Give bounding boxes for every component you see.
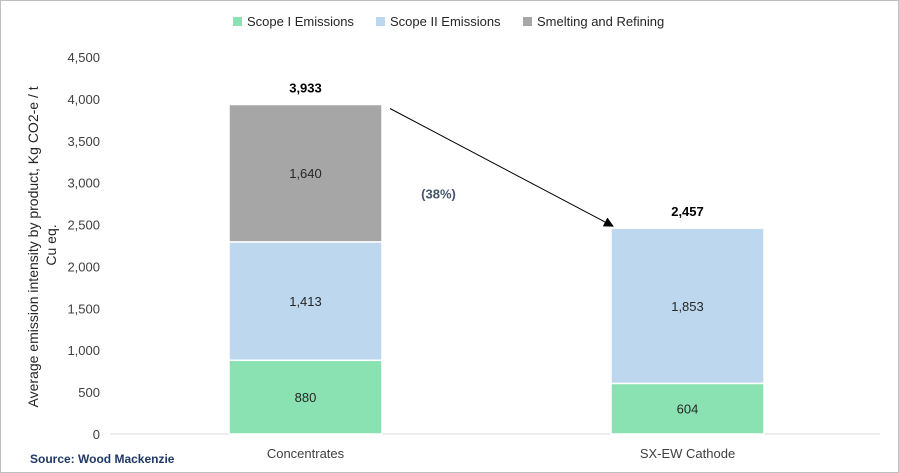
bar-total-label: 2,457 <box>671 204 704 219</box>
change-arrow <box>389 108 614 227</box>
legend-swatch <box>523 17 532 26</box>
y-tick-label: 1,000 <box>67 343 100 358</box>
legend-swatch <box>233 17 242 26</box>
bar-data-label: 1,640 <box>289 166 322 181</box>
y-axis-label-line-1: Average emission intensity by product, K… <box>25 86 41 407</box>
bar-segment <box>228 103 383 243</box>
bar-segment <box>610 382 765 435</box>
y-tick-label: 500 <box>78 385 100 400</box>
x-tick-label: SX-EW Cathode <box>640 446 735 461</box>
bar-data-label: 880 <box>295 390 317 405</box>
y-axis-label: Average emission intensity by product, K… <box>25 82 59 407</box>
bar-data-label: 604 <box>677 402 699 417</box>
bar-data-label: 1,413 <box>289 294 322 309</box>
bar-total-label: 3,933 <box>289 81 322 96</box>
legend-label: Scope II Emissions <box>390 14 501 29</box>
y-tick-label: 1,500 <box>67 301 100 316</box>
y-tick-label: 4,000 <box>67 92 100 107</box>
y-tick-label: 3,000 <box>67 176 100 191</box>
y-tick-label: 3,500 <box>67 134 100 149</box>
y-axis-label-line-2: Cu eq. <box>43 224 59 265</box>
bars: 880 1,413 1,640 604 1,853 <box>228 103 765 435</box>
bar-segment <box>228 359 383 435</box>
change-annotation: (38%) <box>421 186 456 201</box>
y-tick-label: 2,500 <box>67 218 100 233</box>
y-tick-label: 0 <box>93 427 100 442</box>
legend-label: Scope I Emissions <box>247 14 354 29</box>
y-tick-label: 2,000 <box>67 259 100 274</box>
bar-segment <box>228 241 383 362</box>
source-note: Source: Wood Mackenzie <box>30 452 175 466</box>
x-axis-ticks: Concentrates SX-EW Cathode <box>267 446 735 461</box>
x-tick-label: Concentrates <box>267 446 345 461</box>
legend: Scope I Emissions Scope II Emissions Smelt… <box>233 14 664 29</box>
bar-data-label: 1,853 <box>671 299 704 314</box>
total-labels: 3,933 2,457 <box>289 81 704 220</box>
legend-label: Smelting and Refining <box>537 14 664 29</box>
legend-swatch <box>376 17 385 26</box>
y-tick-label: 4,500 <box>67 50 100 65</box>
y-axis-ticks: 0 500 1,000 1,500 2,000 2,500 3,000 3,500 4,000 4… <box>67 50 100 442</box>
bar-segment <box>610 227 765 385</box>
